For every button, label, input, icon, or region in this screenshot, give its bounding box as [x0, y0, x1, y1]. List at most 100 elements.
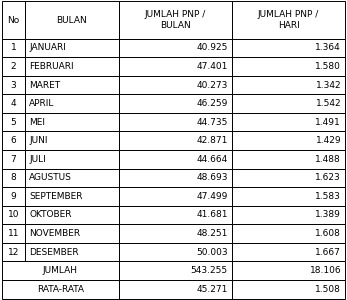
Bar: [119, 94, 232, 113]
Bar: [2, 131, 25, 150]
Text: 543.255: 543.255: [191, 266, 228, 275]
Bar: [119, 57, 232, 76]
Bar: [25, 150, 119, 169]
Text: 44.735: 44.735: [196, 118, 228, 127]
Text: 1.583: 1.583: [315, 192, 341, 201]
Bar: [232, 243, 345, 261]
Text: 1.508: 1.508: [315, 285, 341, 294]
Text: 10: 10: [8, 211, 19, 220]
Text: MARET: MARET: [29, 80, 60, 89]
Bar: [232, 150, 345, 169]
Bar: [2, 57, 25, 76]
Text: 3: 3: [10, 80, 16, 89]
Text: 11: 11: [8, 229, 19, 238]
Bar: [25, 57, 119, 76]
Bar: [232, 57, 345, 76]
Text: 18.106: 18.106: [310, 266, 341, 275]
Text: JULI: JULI: [29, 155, 46, 164]
Bar: [119, 39, 232, 57]
Bar: [232, 261, 345, 280]
Text: No: No: [7, 16, 19, 25]
Text: 1.364: 1.364: [315, 44, 341, 52]
Bar: [119, 187, 232, 206]
Bar: [2, 39, 25, 57]
Bar: [25, 94, 119, 113]
Text: JUMLAH: JUMLAH: [43, 266, 78, 275]
Bar: [25, 113, 119, 131]
Text: 45.271: 45.271: [196, 285, 228, 294]
Text: 50.003: 50.003: [196, 248, 228, 256]
Bar: [2, 169, 25, 187]
Text: SEPTEMBER: SEPTEMBER: [29, 192, 83, 201]
Bar: [2, 206, 25, 224]
Text: 1.608: 1.608: [315, 229, 341, 238]
Text: 1.623: 1.623: [315, 173, 341, 182]
Bar: [25, 206, 119, 224]
Text: 8: 8: [10, 173, 16, 182]
Text: 1.389: 1.389: [315, 211, 341, 220]
Bar: [25, 243, 119, 261]
Bar: [2, 76, 25, 94]
Text: 47.401: 47.401: [196, 62, 228, 71]
Bar: [25, 39, 119, 57]
Text: JANUARI: JANUARI: [29, 44, 66, 52]
Bar: [232, 169, 345, 187]
Text: FEBRUARI: FEBRUARI: [29, 62, 74, 71]
Text: 12: 12: [8, 248, 19, 256]
Text: 47.499: 47.499: [196, 192, 228, 201]
Bar: [119, 280, 232, 298]
Text: NOVEMBER: NOVEMBER: [29, 229, 81, 238]
Text: 9: 9: [10, 192, 16, 201]
Text: AGUSTUS: AGUSTUS: [29, 173, 72, 182]
Text: 1.342: 1.342: [315, 80, 341, 89]
Bar: [25, 2, 119, 39]
Text: DESEMBER: DESEMBER: [29, 248, 79, 256]
Text: 40.273: 40.273: [196, 80, 228, 89]
Text: 1.491: 1.491: [315, 118, 341, 127]
Text: APRIL: APRIL: [29, 99, 54, 108]
Text: 5: 5: [10, 118, 16, 127]
Text: 41.681: 41.681: [196, 211, 228, 220]
Text: 48.693: 48.693: [196, 173, 228, 182]
Text: 1.429: 1.429: [315, 136, 341, 145]
Text: 44.664: 44.664: [196, 155, 228, 164]
Bar: [119, 150, 232, 169]
Text: 4: 4: [11, 99, 16, 108]
Bar: [232, 2, 345, 39]
Bar: [2, 280, 119, 298]
Text: 42.871: 42.871: [196, 136, 228, 145]
Bar: [2, 187, 25, 206]
Text: OKTOBER: OKTOBER: [29, 211, 72, 220]
Text: 2: 2: [11, 62, 16, 71]
Text: 1.542: 1.542: [315, 99, 341, 108]
Text: 7: 7: [10, 155, 16, 164]
Bar: [232, 187, 345, 206]
Text: 1.488: 1.488: [315, 155, 341, 164]
Bar: [2, 2, 25, 39]
Bar: [25, 187, 119, 206]
Bar: [119, 206, 232, 224]
Text: JUNI: JUNI: [29, 136, 48, 145]
Text: 48.251: 48.251: [196, 229, 228, 238]
Bar: [25, 169, 119, 187]
Bar: [232, 206, 345, 224]
Bar: [119, 169, 232, 187]
Bar: [119, 243, 232, 261]
Bar: [119, 224, 232, 243]
Text: JUMLAH PNP /
BULAN: JUMLAH PNP / BULAN: [145, 11, 206, 30]
Text: 1.580: 1.580: [315, 62, 341, 71]
Bar: [119, 113, 232, 131]
Bar: [119, 131, 232, 150]
Bar: [2, 224, 25, 243]
Bar: [232, 280, 345, 298]
Bar: [232, 113, 345, 131]
Bar: [2, 150, 25, 169]
Text: JUMLAH PNP /
HARI: JUMLAH PNP / HARI: [258, 11, 319, 30]
Text: 40.925: 40.925: [196, 44, 228, 52]
Bar: [2, 243, 25, 261]
Bar: [119, 261, 232, 280]
Bar: [232, 131, 345, 150]
Text: RATA-RATA: RATA-RATA: [37, 285, 84, 294]
Bar: [25, 76, 119, 94]
Bar: [2, 113, 25, 131]
